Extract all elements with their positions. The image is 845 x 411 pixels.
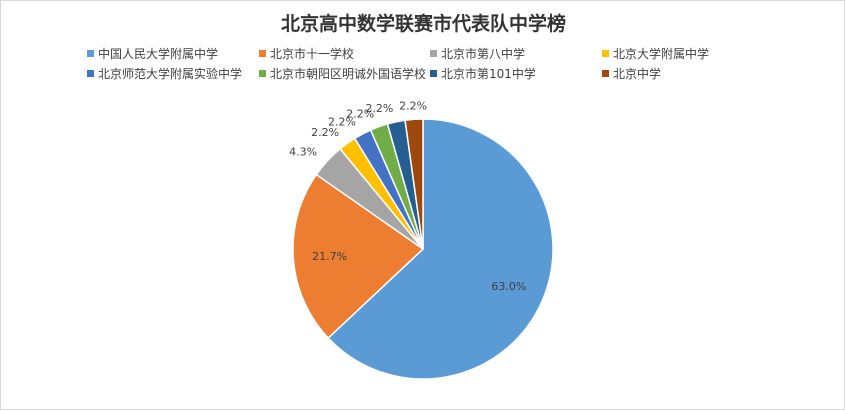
legend-label: 北京中学 <box>613 66 662 81</box>
data-label-6: 2.2% <box>346 108 374 121</box>
pie-slice-1 <box>327 118 554 380</box>
legend-swatch <box>430 49 437 57</box>
data-label-2: 21.7% <box>312 250 347 263</box>
legend-item-7: 北京市第101中学 <box>430 66 536 81</box>
data-label-1: 63.0% <box>491 280 526 293</box>
legend-swatch <box>259 49 266 57</box>
data-label-5: 2.2% <box>328 116 356 129</box>
legend-item-5: 北京师范大学附属实验中学 <box>87 66 243 81</box>
data-label-8: 2.2% <box>399 99 427 112</box>
legend-item-8: 北京中学 <box>602 66 662 81</box>
legend-label: 北京市第八中学 <box>441 46 526 61</box>
legend-swatch <box>259 69 266 77</box>
legend-label: 北京师范大学附属实验中学 <box>98 66 243 81</box>
pie-slice-2 <box>292 173 425 340</box>
legend-swatch <box>602 49 609 57</box>
data-label-3: 4.3% <box>289 145 317 158</box>
legend-swatch <box>602 69 609 77</box>
legend-item-6: 北京市朝阳区明诚外国语学校 <box>259 66 427 81</box>
chart-title: 北京高中数学联赛市代表队中学榜 <box>280 13 566 35</box>
legend-label: 北京市朝阳区明诚外国语学校 <box>270 66 427 81</box>
legend-label: 中国人民大学附属中学 <box>98 46 219 61</box>
legend-label: 北京市十一学校 <box>270 46 355 61</box>
legend-item-4: 北京大学附属中学 <box>602 46 710 61</box>
legend-swatch <box>87 69 94 77</box>
legend-item-1: 中国人民大学附属中学 <box>87 46 219 61</box>
legend-label: 北京大学附属中学 <box>613 46 710 61</box>
legend-item-3: 北京市第八中学 <box>430 46 526 61</box>
legend-item-2: 北京市十一学校 <box>259 46 355 61</box>
legend-swatch <box>87 49 94 57</box>
pie-slice-8 <box>404 118 424 250</box>
data-label-4: 2.2% <box>311 126 339 139</box>
legend-swatch <box>430 69 437 77</box>
data-label-7: 2.2% <box>365 102 393 115</box>
legend-label: 北京市第101中学 <box>441 66 536 81</box>
